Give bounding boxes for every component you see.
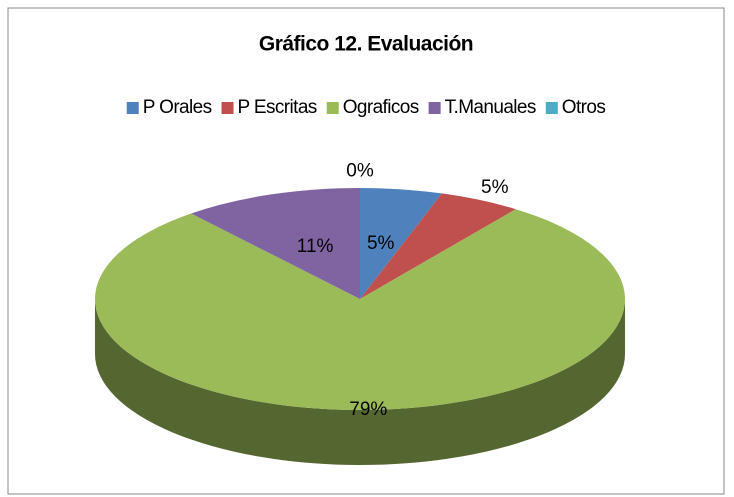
legend-label: P Orales [143, 97, 212, 118]
pie-tops [94, 188, 625, 410]
data-label: 5% [481, 177, 509, 198]
pie-sides [95, 299, 625, 465]
slice [360, 188, 442, 299]
legend-label: P Escritas [238, 97, 317, 118]
legend: P Orales P Escritas Ograficos T.Manuales Otr… [126, 97, 606, 118]
data-label: 0% [346, 160, 374, 181]
data-label: 5% [367, 233, 395, 254]
legend-label: T.Manuales [445, 97, 536, 118]
slice [360, 193, 516, 299]
chart-title: Gráfico 12. Evaluación [259, 33, 473, 56]
data-label: 11% [297, 236, 334, 257]
legend-swatch [126, 102, 139, 114]
slice [94, 209, 625, 410]
legend-swatch [326, 102, 339, 114]
legend-label: Otros [562, 97, 606, 118]
legend-label: Ograficos [343, 97, 419, 118]
slice-side [95, 299, 625, 465]
data-label: 79% [349, 399, 387, 420]
legend-swatch [428, 102, 441, 114]
legend-swatch [221, 102, 234, 114]
legend-swatch [545, 102, 558, 114]
data-labels: 5% 5% 79% 11% 0% [297, 160, 509, 420]
slice [191, 188, 360, 299]
